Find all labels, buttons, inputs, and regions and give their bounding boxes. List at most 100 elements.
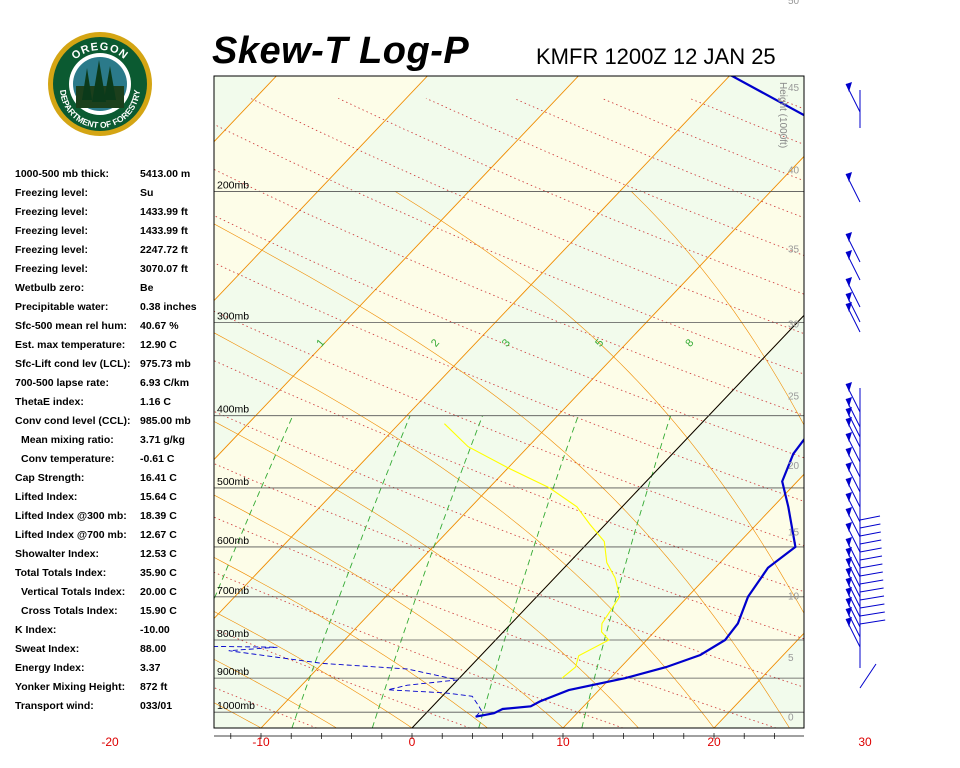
stat-row: Lifted Index @300 mb: 18.39 C bbox=[15, 510, 215, 529]
stat-row: Freezing level: 1433.99 ft bbox=[15, 206, 215, 225]
stat-label: Sfc-500 mean rel hum: bbox=[15, 320, 128, 332]
stat-label: Freezing level: bbox=[15, 263, 88, 275]
wind-barb bbox=[859, 579, 884, 585]
dry-adiabat bbox=[865, 98, 960, 728]
stat-value: Be bbox=[140, 282, 154, 294]
wind-barb-flag bbox=[846, 577, 852, 587]
height-tick-label: 10 bbox=[788, 591, 800, 602]
wind-barb-flag bbox=[846, 617, 852, 627]
height-axis-label: Height (1000ft) bbox=[777, 82, 788, 148]
stat-row: Lifted Index: 15.64 C bbox=[15, 491, 215, 510]
stat-label: Lifted Index @300 mb: bbox=[15, 510, 127, 522]
plot-area: 0.4 1 2 3 5 8 bbox=[0, 76, 960, 728]
moist-adiabat bbox=[394, 191, 804, 614]
pressure-label: 800mb bbox=[217, 628, 249, 640]
dry-adiabat bbox=[0, 98, 164, 728]
stat-row: Est. max temperature: 12.90 C bbox=[15, 339, 215, 358]
series-parcel-wetbulb bbox=[444, 423, 621, 679]
oregon-forestry-logo: OREGON DEPARTMENT OF FORESTRY bbox=[48, 32, 152, 136]
wind-barb bbox=[859, 555, 883, 561]
moist-adiabat bbox=[214, 332, 715, 728]
wind-barb bbox=[859, 663, 877, 689]
stat-label: Conv temperature: bbox=[21, 453, 115, 465]
stat-row: Lifted Index @700 mb: 12.67 C bbox=[15, 529, 215, 548]
mixing-ratio-line bbox=[581, 415, 672, 728]
stat-label: Sweat Index: bbox=[15, 643, 80, 655]
series-dewpoint bbox=[214, 645, 482, 718]
stat-label: Freezing level: bbox=[15, 187, 88, 199]
stat-value: 40.67 % bbox=[140, 320, 179, 332]
isotherm-line bbox=[865, 76, 960, 728]
moist-adiabat bbox=[214, 223, 790, 728]
stat-label: 1000-500 mb thick: bbox=[15, 168, 109, 180]
series-temperature bbox=[475, 76, 804, 718]
stat-row: Energy Index: 3.37 bbox=[15, 662, 215, 681]
pressure-label: 900mb bbox=[217, 666, 249, 678]
wind-barb-flag bbox=[846, 82, 852, 92]
wind-barb-flag bbox=[846, 417, 852, 427]
stat-label: Yonker Mixing Height: bbox=[15, 681, 126, 693]
wind-barb-flag bbox=[846, 607, 852, 617]
stat-value: 975.73 mb bbox=[140, 358, 191, 370]
stat-label: Conv cond level (CCL): bbox=[15, 415, 131, 427]
moist-adiabat bbox=[631, 191, 804, 426]
stats-panel: 1000-500 mb thick: 5413.00 m Freezing leve… bbox=[15, 168, 215, 719]
stat-value: 16.41 C bbox=[140, 472, 177, 484]
stat-row: Conv cond level (CCL): 985.00 mb bbox=[15, 415, 215, 434]
moist-adiabat bbox=[214, 557, 488, 728]
isotherm-line bbox=[214, 76, 428, 302]
mixing-ratio-line bbox=[478, 415, 579, 728]
stat-value: 872 ft bbox=[140, 681, 168, 693]
stat-label: Lifted Index @700 mb: bbox=[15, 529, 127, 541]
moist-adiabat bbox=[214, 611, 413, 728]
mixing-ratio-line bbox=[4, 416, 149, 728]
stat-row: Conv temperature: -0.61 C bbox=[15, 453, 215, 472]
wind-barb bbox=[859, 587, 884, 593]
mixing-ratio-label: 0.4 bbox=[174, 330, 193, 349]
wind-barb-flag bbox=[846, 250, 852, 260]
stat-value: 12.53 C bbox=[140, 548, 177, 560]
stat-row: Cross Totals Index: 15.90 C bbox=[15, 605, 215, 624]
stat-value: 3.37 bbox=[140, 662, 161, 674]
stat-value: 5413.00 m bbox=[140, 168, 191, 180]
stat-label: Vertical Totals Index: bbox=[21, 586, 126, 598]
x-tick-label: 30 bbox=[858, 735, 872, 749]
height-tick-label: 20 bbox=[788, 461, 800, 472]
stat-row: Transport wind: 033/01 bbox=[15, 700, 215, 719]
stat-label: Showalter Index: bbox=[15, 548, 100, 560]
plot-frame bbox=[213, 75, 805, 729]
wind-barb bbox=[859, 611, 885, 617]
wind-barb bbox=[859, 523, 881, 529]
dry-adiabat bbox=[777, 97, 804, 110]
wind-barb-flag bbox=[846, 522, 852, 532]
stat-label: K Index: bbox=[15, 624, 57, 636]
moist-adiabat bbox=[0, 191, 35, 728]
height-tick-label: 40 bbox=[788, 165, 800, 176]
stat-row: Total Totals Index: 35.90 C bbox=[15, 567, 215, 586]
height-tick-label: 5 bbox=[788, 653, 794, 664]
stat-label: Lifted Index: bbox=[15, 491, 78, 503]
moist-adiabat bbox=[0, 191, 186, 728]
wind-barb-flag bbox=[846, 547, 852, 557]
stat-value: 3070.07 ft bbox=[140, 263, 188, 275]
wind-barb-flag bbox=[846, 597, 852, 607]
station-time: KMFR 1200Z 12 JAN 25 bbox=[536, 44, 776, 69]
stat-label: 700-500 lapse rate: bbox=[15, 377, 109, 389]
wind-barb-flag bbox=[846, 477, 852, 487]
stat-value: 1.16 C bbox=[140, 396, 171, 408]
isotherm-line bbox=[260, 155, 804, 728]
moist-adiabat bbox=[820, 191, 960, 728]
stat-label: Est. max temperature: bbox=[15, 339, 126, 351]
stat-value: 6.93 C/km bbox=[140, 377, 190, 389]
pressure-label: 200mb bbox=[217, 179, 249, 191]
wind-barb bbox=[859, 619, 886, 625]
wind-barb-flag bbox=[846, 172, 852, 182]
wind-barb-flag bbox=[846, 507, 852, 517]
stat-label: Energy Index: bbox=[15, 662, 85, 674]
stat-row: K Index: -10.00 bbox=[15, 624, 215, 643]
stat-value: -10.00 bbox=[140, 624, 170, 636]
stat-value: 1433.99 ft bbox=[140, 206, 188, 218]
height-tick-label: 45 bbox=[788, 83, 800, 94]
stat-row: Yonker Mixing Height: 872 ft bbox=[15, 681, 215, 700]
wind-barb-flag bbox=[846, 232, 852, 242]
